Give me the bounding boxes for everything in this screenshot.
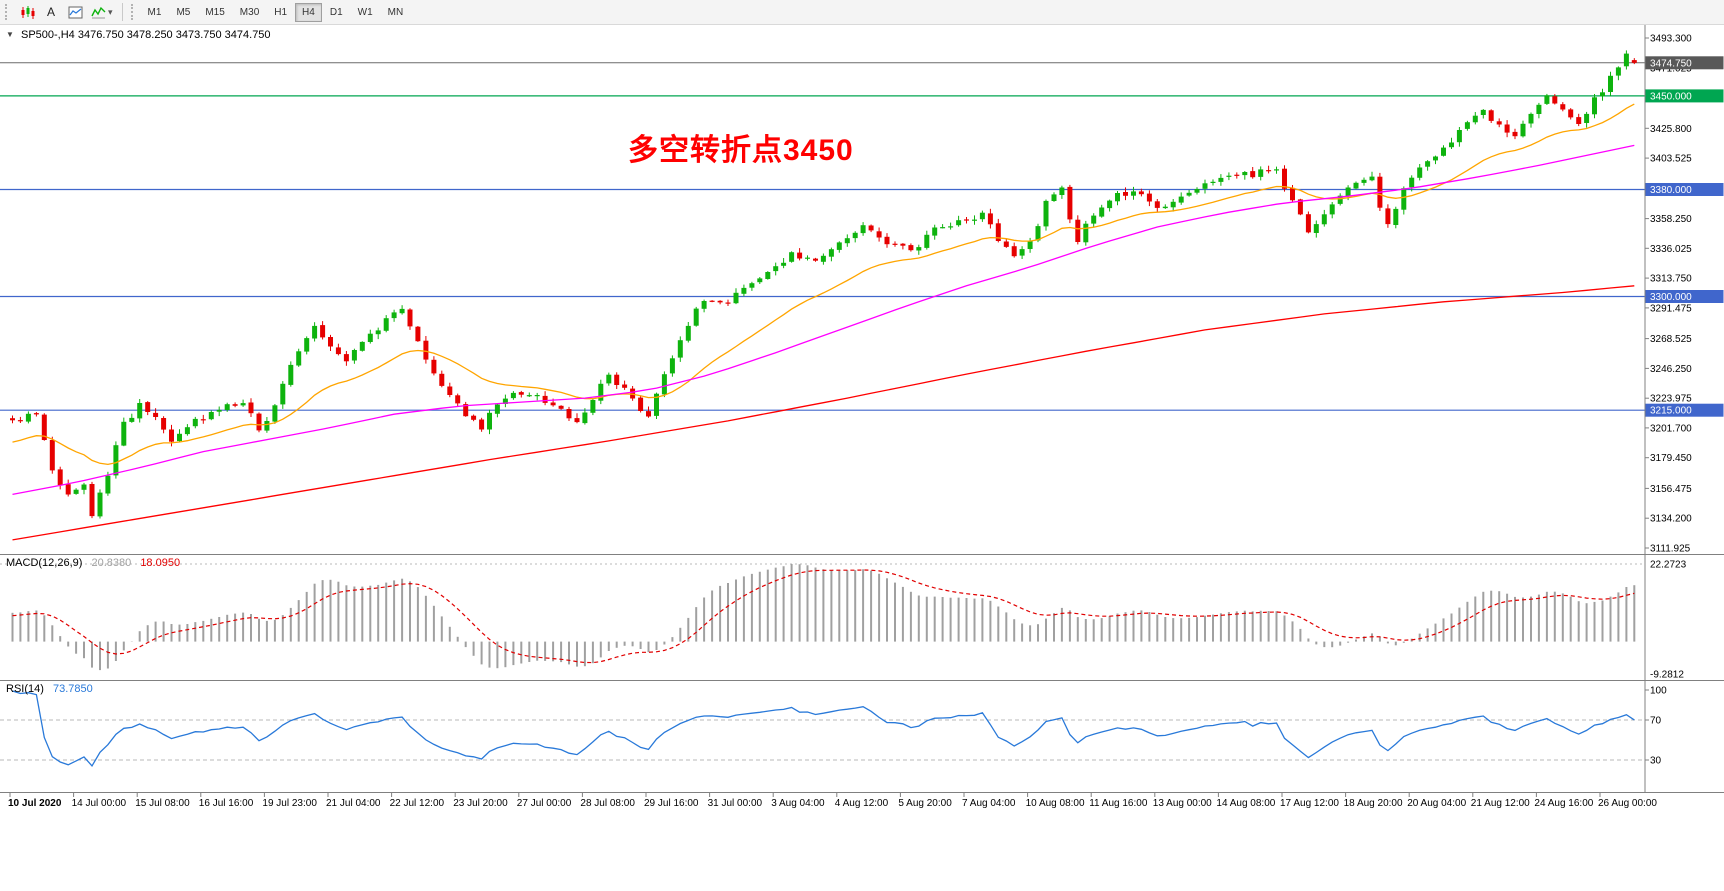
timeframe-button-m5[interactable]: M5	[169, 3, 197, 22]
macd-signal-value: 18.0950	[140, 557, 181, 569]
text-tool-label: A	[46, 5, 55, 19]
svg-text:3336.025: 3336.025	[1650, 244, 1692, 255]
chart-window: 3493.3003471.0253448.7503425.8003403.525…	[0, 25, 1724, 891]
svg-text:3156.475: 3156.475	[1650, 484, 1692, 495]
candlestick-chart-icon	[21, 5, 34, 19]
svg-text:20 Aug 04:00: 20 Aug 04:00	[1407, 798, 1466, 809]
svg-text:3474.750: 3474.750	[1650, 58, 1692, 69]
svg-text:18 Aug 20:00: 18 Aug 20:00	[1344, 798, 1403, 809]
svg-text:3223.975: 3223.975	[1650, 394, 1692, 405]
svg-text:-9.2812: -9.2812	[1650, 670, 1684, 681]
chart-title: ▼ SP500-,H4 3476.750 3478.250 3473.750 3…	[6, 29, 271, 41]
svg-text:3215.000: 3215.000	[1650, 406, 1692, 417]
svg-text:3268.525: 3268.525	[1650, 334, 1692, 345]
svg-text:16 Jul 16:00: 16 Jul 16:00	[199, 798, 254, 809]
svg-text:29 Jul 16:00: 29 Jul 16:00	[644, 798, 699, 809]
svg-text:3425.800: 3425.800	[1650, 124, 1692, 135]
svg-text:13 Aug 00:00: 13 Aug 00:00	[1153, 798, 1212, 809]
toolbar-grip[interactable]	[5, 4, 10, 20]
svg-text:11 Aug 16:00: 11 Aug 16:00	[1089, 798, 1148, 809]
text-annotation-button[interactable]: A	[39, 2, 63, 23]
svg-text:3403.525: 3403.525	[1650, 154, 1692, 165]
price-axis[interactable]	[1646, 25, 1724, 792]
svg-text:30: 30	[1650, 756, 1662, 767]
svg-text:3201.700: 3201.700	[1650, 423, 1692, 434]
svg-text:10 Jul 2020: 10 Jul 2020	[8, 798, 62, 809]
svg-text:22.2723: 22.2723	[1650, 560, 1687, 571]
macd-label: MACD(12,26,9) 20.8380 18.0950	[6, 557, 186, 569]
svg-text:27 Jul 00:00: 27 Jul 00:00	[517, 798, 572, 809]
svg-text:17 Aug 12:00: 17 Aug 12:00	[1280, 798, 1339, 809]
timeframe-button-m15[interactable]: M15	[198, 3, 231, 22]
macd-name: MACD(12,26,9)	[6, 557, 83, 569]
timeframe-button-h4[interactable]: H4	[295, 2, 322, 22]
svg-text:3246.250: 3246.250	[1650, 364, 1692, 375]
chart-title-ohlc: 3476.750 3478.250 3473.750 3474.750	[77, 29, 271, 41]
svg-text:28 Jul 08:00: 28 Jul 08:00	[580, 798, 635, 809]
timeframe-button-d1[interactable]: D1	[323, 3, 350, 22]
timeframe-button-mn[interactable]: MN	[381, 3, 411, 22]
toolbar-separator	[121, 3, 123, 21]
chart-canvas[interactable]: 3493.3003471.0253448.7503425.8003403.525…	[0, 25, 1724, 891]
timeframe-toolbar: M1 M5 M15 M30 H1 H4 D1 W1 MN	[141, 2, 411, 22]
svg-text:3291.475: 3291.475	[1650, 303, 1692, 314]
svg-text:3380.000: 3380.000	[1650, 185, 1692, 196]
svg-text:10 Aug 08:00: 10 Aug 08:00	[1026, 798, 1085, 809]
svg-text:24 Aug 16:00: 24 Aug 16:00	[1534, 798, 1593, 809]
timeframe-button-m1[interactable]: M1	[141, 3, 169, 22]
svg-text:23 Jul 20:00: 23 Jul 20:00	[453, 798, 508, 809]
svg-text:3300.000: 3300.000	[1650, 292, 1692, 303]
svg-text:3493.300: 3493.300	[1650, 34, 1692, 45]
svg-text:14 Jul 00:00: 14 Jul 00:00	[72, 798, 127, 809]
rsi-label: RSI(14) 73.7850	[6, 683, 99, 695]
svg-text:31 Jul 00:00: 31 Jul 00:00	[708, 798, 763, 809]
svg-text:21 Jul 04:00: 21 Jul 04:00	[326, 798, 381, 809]
toolbar-grip-2[interactable]	[130, 4, 136, 20]
main-toolbar: A ▾ M1 M5 M15 M30 H1 H4 D1 W1 MN	[0, 0, 1724, 25]
svg-text:5 Aug 20:00: 5 Aug 20:00	[898, 798, 952, 809]
svg-text:3179.450: 3179.450	[1650, 453, 1692, 464]
chart-template-button[interactable]	[63, 2, 87, 23]
time-axis[interactable]	[0, 792, 1724, 822]
template-icon	[68, 6, 82, 18]
chart-title-symbol: SP500-,H4	[20, 29, 75, 41]
charts-button[interactable]	[15, 2, 39, 23]
svg-text:70: 70	[1650, 716, 1662, 727]
indicators-icon	[91, 6, 106, 18]
timeframe-button-h1[interactable]: H1	[267, 3, 294, 22]
rsi-name: RSI(14)	[6, 683, 44, 695]
svg-text:7 Aug 04:00: 7 Aug 04:00	[962, 798, 1016, 809]
svg-text:19 Jul 23:00: 19 Jul 23:00	[262, 798, 317, 809]
one-click-trading-toggle[interactable]: ▼	[6, 30, 14, 39]
svg-text:26 Aug 00:00: 26 Aug 00:00	[1598, 798, 1657, 809]
svg-text:21 Aug 12:00: 21 Aug 12:00	[1471, 798, 1530, 809]
svg-text:3358.250: 3358.250	[1650, 214, 1692, 225]
svg-text:3313.750: 3313.750	[1650, 274, 1692, 285]
svg-text:14 Aug 08:00: 14 Aug 08:00	[1216, 798, 1275, 809]
svg-text:3134.200: 3134.200	[1650, 514, 1692, 525]
svg-text:3 Aug 04:00: 3 Aug 04:00	[771, 798, 825, 809]
svg-text:3450.000: 3450.000	[1650, 91, 1692, 102]
timeframe-button-m30[interactable]: M30	[233, 3, 266, 22]
svg-text:3111.925: 3111.925	[1650, 544, 1691, 555]
rsi-value: 73.7850	[52, 683, 93, 695]
timeframe-button-w1[interactable]: W1	[351, 3, 380, 22]
macd-main-value: 20.8380	[91, 557, 132, 569]
svg-text:22 Jul 12:00: 22 Jul 12:00	[390, 798, 445, 809]
dropdown-arrow-icon: ▾	[108, 6, 113, 17]
indicators-button[interactable]: ▾	[87, 2, 117, 23]
svg-text:4 Aug 12:00: 4 Aug 12:00	[835, 798, 889, 809]
svg-text:100: 100	[1650, 686, 1667, 697]
svg-text:15 Jul 08:00: 15 Jul 08:00	[135, 798, 190, 809]
chart-annotation: 多空转折点3450	[628, 134, 854, 167]
